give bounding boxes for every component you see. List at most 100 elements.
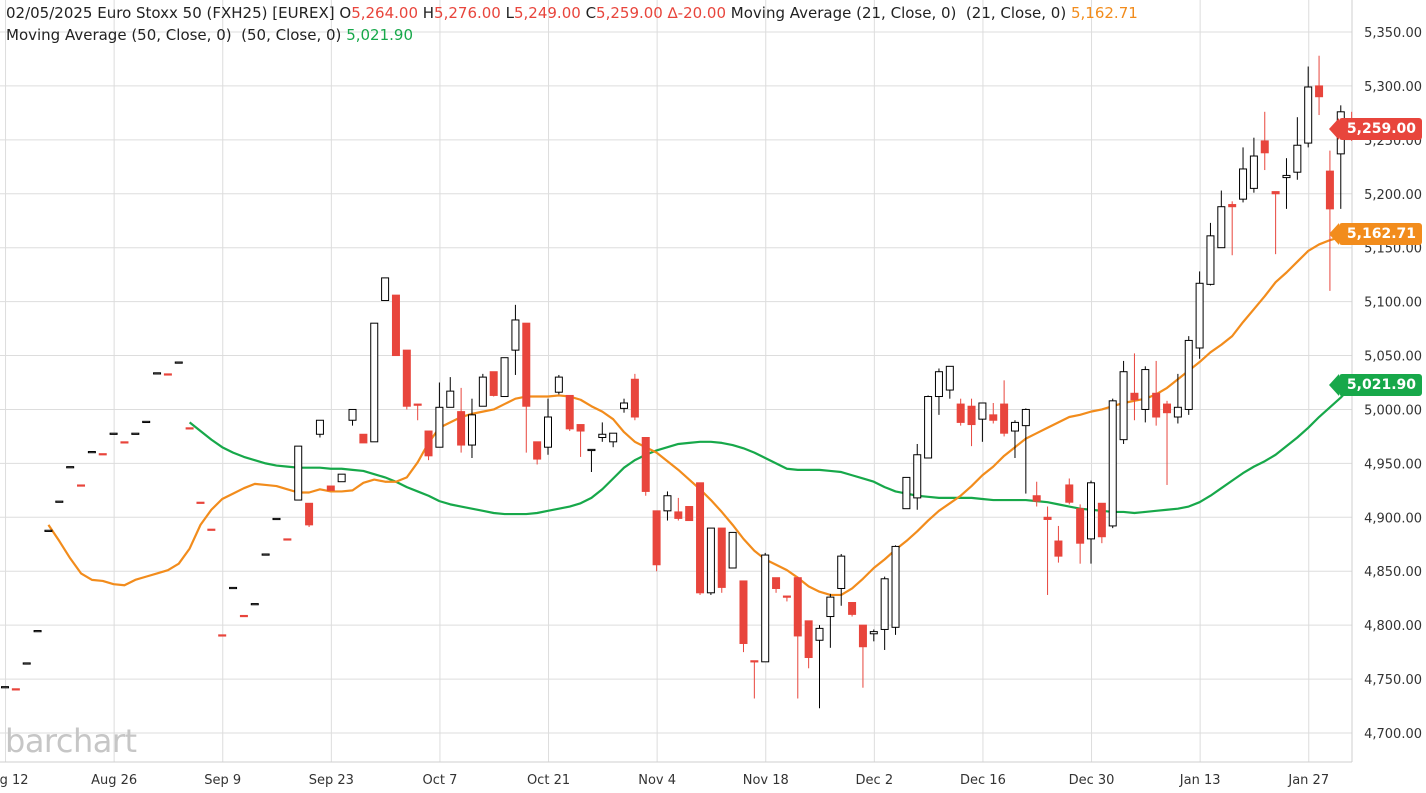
candle-body — [1315, 85, 1324, 98]
candle — [761, 552, 770, 663]
candle — [1000, 380, 1009, 437]
candle-body — [554, 376, 563, 393]
candle-body — [326, 485, 335, 491]
candle-body — [533, 441, 542, 460]
candle-body — [652, 510, 661, 566]
candle-body — [674, 511, 683, 519]
candle — [858, 624, 867, 688]
candle — [1141, 366, 1150, 423]
candle — [391, 294, 400, 357]
candle-body — [22, 662, 31, 665]
candle-body — [381, 277, 390, 302]
candle-body — [1184, 339, 1193, 410]
candle-body — [337, 473, 346, 483]
candle — [1184, 336, 1193, 415]
candle-body — [630, 378, 639, 418]
candle-body — [98, 453, 107, 456]
candle-body — [598, 433, 607, 439]
candle-body — [956, 403, 965, 423]
legend-low: 5,249.00 — [513, 4, 581, 22]
candle-body — [880, 578, 889, 630]
candle — [305, 502, 314, 528]
candle — [652, 510, 661, 572]
candle-body — [609, 432, 618, 443]
candle-body — [565, 394, 574, 430]
candle-body — [522, 322, 531, 407]
candle — [435, 382, 444, 448]
candle-body — [967, 405, 976, 426]
candle-body — [924, 396, 933, 459]
y-tick-label: 4,800.00 — [1364, 619, 1422, 634]
candle-body — [1097, 502, 1106, 538]
candle — [467, 398, 476, 458]
candle — [924, 395, 933, 459]
candle-body — [1249, 155, 1258, 189]
candle — [77, 484, 86, 487]
y-tick-label: 5,100.00 — [1364, 296, 1422, 311]
y-tick-label: 5,150.00 — [1364, 242, 1422, 257]
candle — [11, 688, 20, 691]
candle-body — [696, 482, 705, 594]
x-tick-label: Jan 27 — [1287, 773, 1329, 788]
candle — [533, 441, 542, 465]
y-tick-label: 5,350.00 — [1364, 26, 1422, 41]
candle — [185, 427, 194, 430]
candle-body — [489, 371, 498, 396]
candle-body — [315, 419, 324, 435]
candle — [1271, 191, 1280, 255]
candle-body — [153, 372, 162, 375]
candle-body — [1043, 516, 1052, 520]
candle — [457, 387, 466, 453]
candle-body — [174, 361, 183, 364]
candle — [902, 476, 911, 510]
x-tick-label: Oct 21 — [527, 773, 570, 788]
candle — [207, 528, 216, 531]
legend-ma21-label: Moving Average (21, Close, 0) (21, Close… — [730, 4, 1067, 22]
candle — [381, 277, 390, 302]
y-tick-label: 4,700.00 — [1364, 727, 1422, 742]
candle — [55, 500, 64, 503]
candle-body — [218, 634, 227, 637]
candle-body — [1206, 235, 1215, 285]
candle-body — [478, 376, 487, 407]
candle-body — [142, 420, 151, 424]
candle — [294, 445, 303, 501]
barchart-watermark: barchart — [5, 722, 137, 760]
candle — [196, 501, 205, 504]
candle — [1108, 398, 1117, 529]
candle — [706, 527, 715, 595]
candle — [326, 485, 335, 491]
candle-body — [728, 531, 737, 569]
candle-body — [837, 555, 846, 589]
y-tick-label: 5,300.00 — [1364, 80, 1422, 95]
candle — [1315, 55, 1324, 116]
y-tick-label: 4,750.00 — [1364, 673, 1422, 688]
candle — [522, 322, 531, 453]
candle — [880, 576, 889, 650]
candle — [1228, 201, 1237, 256]
candle-body — [1293, 144, 1302, 173]
candle — [837, 553, 846, 606]
candle-body — [1152, 392, 1161, 418]
candle-body — [739, 580, 748, 644]
ma21-price-tag: 5,162.71 — [1328, 223, 1422, 245]
candle — [1325, 150, 1334, 291]
candle — [728, 531, 737, 569]
candle-body — [1010, 421, 1019, 432]
candle — [359, 433, 368, 444]
candle — [913, 443, 922, 510]
candle — [1293, 117, 1302, 180]
candle — [142, 420, 151, 424]
y-tick-label: 4,900.00 — [1364, 511, 1422, 526]
candle-body — [913, 454, 922, 499]
candle-body — [858, 624, 867, 648]
x-tick-label: Aug 12 — [0, 773, 29, 788]
candle-body — [511, 319, 520, 351]
candle-body — [109, 432, 118, 435]
candle — [402, 349, 411, 410]
candle — [772, 577, 781, 593]
x-tick-label: Dec 30 — [1069, 773, 1115, 788]
x-tick-label: Jan 13 — [1179, 773, 1221, 788]
candle — [1239, 147, 1248, 203]
